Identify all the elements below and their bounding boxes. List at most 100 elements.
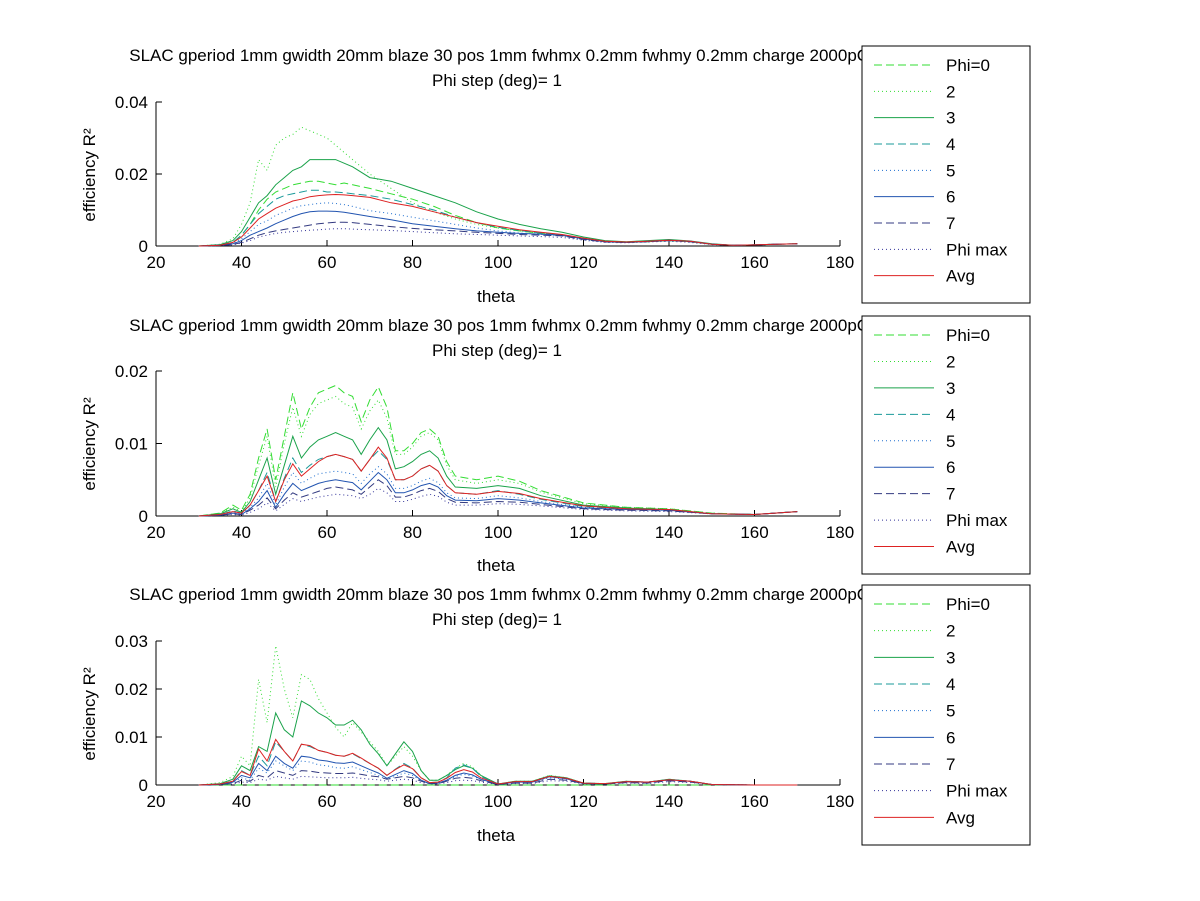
x-tick-label: 60 (318, 792, 337, 811)
legend-label: 4 (946, 135, 955, 154)
series-line-7 (198, 479, 798, 517)
legend-label: 7 (946, 214, 955, 233)
x-tick-label: 60 (318, 253, 337, 272)
legend-label: 2 (946, 622, 955, 641)
panel-2-plot-area: 20 40 60 80 100 120 140 160 180 0 0.01 0.02 (115, 362, 854, 542)
legend-label: Phi max (946, 782, 1008, 801)
x-tick-label: 140 (655, 253, 683, 272)
x-tick-label: 100 (484, 792, 512, 811)
y-tick-label: 0.02 (115, 362, 148, 381)
panel-2-ylabel: efficiency R² (80, 397, 99, 491)
legend-label: Phi max (946, 240, 1008, 259)
panel-1-title: SLAC gperiod 1mm gwidth 20mm blaze 30 po… (129, 46, 960, 65)
legend-label: Phi=0 (946, 56, 990, 75)
series-line-phi-0 (198, 180, 798, 247)
legend-label: Phi=0 (946, 326, 990, 345)
y-tick-label: 0.04 (115, 93, 148, 112)
series-line-7 (198, 770, 798, 786)
x-tick-label: 40 (232, 792, 251, 811)
x-tick-label: 160 (740, 792, 768, 811)
legend-label: 3 (946, 379, 955, 398)
legend-label: 7 (946, 755, 955, 774)
legend-label: 6 (946, 188, 955, 207)
y-tick-label: 0.02 (115, 165, 148, 184)
legend-2: Phi=0 2 3 4 5 6 7 Phi max Avg (861, 315, 1031, 575)
legend-3: Phi=0 2 3 4 5 6 7 Phi max Avg (861, 584, 1031, 846)
y-tick-label: 0.01 (115, 728, 148, 747)
series-line-avg (198, 193, 798, 247)
series-line-6 (198, 471, 798, 517)
y-tick-label: 0.03 (115, 632, 148, 651)
series-line-avg (198, 446, 798, 517)
y-tick-label: 0.01 (115, 435, 148, 454)
legend-label: 3 (946, 648, 955, 667)
x-tick-label: 80 (403, 792, 422, 811)
x-tick-label: 140 (655, 792, 683, 811)
legend-box (861, 584, 1031, 846)
legend-label: Avg (946, 267, 975, 286)
x-tick-label: 40 (232, 523, 251, 542)
x-tick-label: 160 (740, 253, 768, 272)
legend-label: 2 (946, 82, 955, 101)
x-tick-label: 20 (147, 792, 166, 811)
x-tick-label: 80 (403, 253, 422, 272)
panel-1-plot-area: 20 40 60 80 100 120 140 160 180 0 0.02 0.04 (115, 93, 854, 272)
legend-label: 5 (946, 432, 955, 451)
legend-box (861, 45, 1031, 304)
panel-2-subtitle: Phi step (deg)= 1 (432, 341, 562, 360)
x-tick-label: 140 (655, 523, 683, 542)
series-line-avg (198, 738, 798, 786)
legend-label: Avg (946, 808, 975, 827)
legend-label: 2 (946, 352, 955, 371)
legend-label: Avg (946, 538, 975, 557)
panel-3-ylabel: efficiency R² (80, 667, 99, 761)
legend-label: Phi max (946, 511, 1008, 530)
legend-label: 6 (946, 728, 955, 747)
series-line-phi-max (198, 775, 798, 786)
panel-1-xlabel: theta (477, 287, 515, 306)
series-line-3 (198, 159, 798, 247)
x-tick-label: 180 (826, 792, 854, 811)
legend-label: 4 (946, 405, 955, 424)
panel-2-title: SLAC gperiod 1mm gwidth 20mm blaze 30 po… (129, 316, 960, 335)
legend-label: Phi=0 (946, 595, 990, 614)
x-tick-label: 160 (740, 523, 768, 542)
panel-3-subtitle: Phi step (deg)= 1 (432, 610, 562, 629)
x-tick-label: 100 (484, 253, 512, 272)
x-tick-label: 180 (826, 253, 854, 272)
x-tick-label: 100 (484, 523, 512, 542)
x-tick-label: 20 (147, 523, 166, 542)
series-line-3 (198, 426, 798, 517)
x-tick-label: 20 (147, 253, 166, 272)
legend-label: 7 (946, 485, 955, 504)
x-tick-label: 120 (569, 253, 597, 272)
series-line-phi-max (198, 228, 798, 247)
x-tick-label: 60 (318, 523, 337, 542)
x-tick-label: 180 (826, 523, 854, 542)
y-tick-label: 0 (139, 237, 148, 256)
y-tick-label: 0.02 (115, 680, 148, 699)
panel-1: SLAC gperiod 1mm gwidth 20mm blaze 30 po… (80, 46, 961, 306)
series-line-phi-0 (198, 384, 798, 517)
series-line-4 (198, 189, 798, 247)
x-tick-label: 40 (232, 253, 251, 272)
y-tick-label: 0 (139, 507, 148, 526)
legend-label: 4 (946, 675, 955, 694)
series-line-5 (198, 466, 798, 517)
x-tick-label: 80 (403, 523, 422, 542)
y-tick-label: 0 (139, 776, 148, 795)
panel-3-plot-area: 20 40 60 80 100 120 140 160 180 0 0.01 0.02 0.03 (115, 632, 854, 811)
legend-box (861, 315, 1031, 575)
panel-3-title: SLAC gperiod 1mm gwidth 20mm blaze 30 po… (129, 585, 960, 604)
legend-1: Phi=0 2 3 4 5 6 7 Phi max Avg (861, 45, 1031, 304)
series-line-4 (198, 450, 798, 517)
legend-label: 5 (946, 702, 955, 721)
panel-3: SLAC gperiod 1mm gwidth 20mm blaze 30 po… (80, 585, 961, 845)
panel-2-xlabel: theta (477, 556, 515, 575)
legends: Phi=0 2 3 4 5 6 7 Phi max Avg Phi=0 2 3 4 5 6 7 Phi max A… (861, 45, 1031, 846)
legend-label: 5 (946, 161, 955, 180)
panel-2: SLAC gperiod 1mm gwidth 20mm blaze 30 po… (80, 316, 961, 575)
legend-label: 6 (946, 458, 955, 477)
panel-1-ylabel: efficiency R² (80, 128, 99, 222)
